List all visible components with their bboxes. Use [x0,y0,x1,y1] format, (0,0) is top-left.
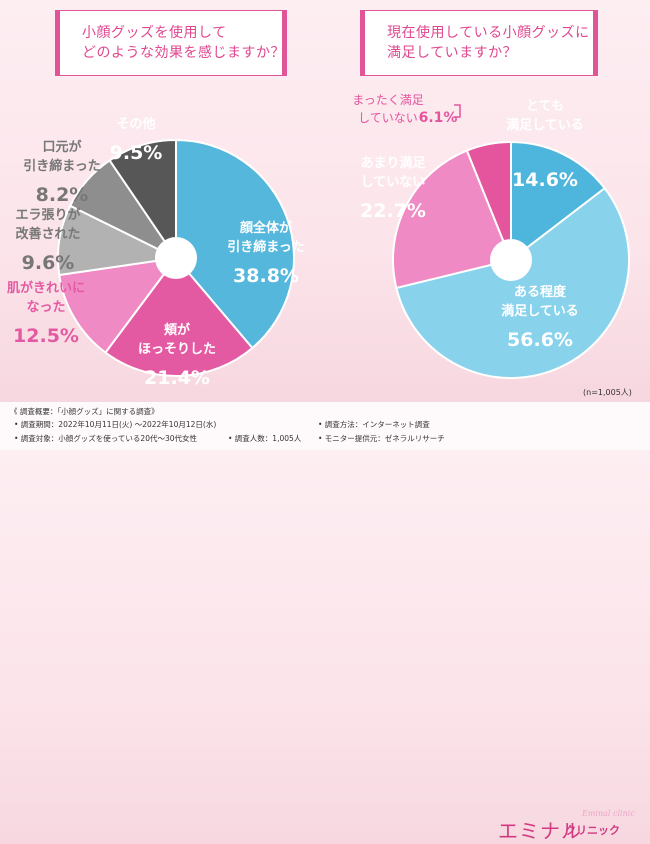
pie2-slice-2 [395,186,630,379]
question-left: 小顔グッズを使用して どのような効果を感じますか？ [55,10,287,76]
pie2-label-3: あまり満足していない [360,155,426,190]
pie2-label-bracket [454,104,461,118]
footer-count: • 調査人数：1,005人 [228,434,302,443]
pie2-label-1: とても満足している [506,99,584,133]
pie1-slice-2 [104,256,254,377]
pie2-label-4: まったく満足していない [352,93,424,125]
survey-footer: 《 調査概要：「小顔グッズ」に関する調査》 • 調査期間：2022年10月11日… [0,402,650,843]
footer-title: 《 調査概要：「小顔グッズ」に関する調査》 [10,407,159,416]
pie1-label-4: エラ張りが改善された [15,207,80,242]
question-right: 現在使用している小顔グッズに 満足していますか？ [360,10,598,76]
pie1-value-4: 9.6% [22,252,75,274]
pie1-label-1: 顔全体が引き締まった [227,220,304,255]
pie2-slice-3 [392,149,513,290]
pie1-value-6: 9.5% [110,142,163,164]
pie2-value-4: 6.1% [419,110,458,126]
pie1-label-5: 口元が引き締まった [23,139,100,174]
pie2-value-3: 22.7% [360,200,426,222]
pie1-value-3: 12.5% [13,325,79,347]
pie2-label-2: ある程度満足している [501,284,579,319]
pie1-slice-3 [58,256,179,354]
pie2-center-hole [490,239,532,281]
pie1-value-1: 38.8% [233,265,299,287]
brand-script-logo: Eminal clinic [582,809,635,818]
question-right-line1: 現在使用している小顔グッズに [387,25,590,41]
pie1-center-hole [155,237,197,279]
question-left-line2: どのような効果を感じますか？ [82,45,285,61]
pie1-slice-6 [108,138,177,262]
footer-method: • 調査方法：インターネット調査 [318,420,430,429]
footer-target: • 調査対象：小顔グッズを使っている20代〜30代女性 [14,434,198,443]
footer-period: • 調査期間：2022年10月11日(火) 〜2022年10月12日(水) [14,420,217,429]
pie2-slice-1 [510,140,607,263]
pie2-slice-4 [465,140,512,261]
pie1-slice-1 [175,138,295,350]
pie1-label-2: 頬がほっそりした [138,322,216,357]
pie1-value-2: 21.4% [144,367,210,389]
pie-charts: 顔全体が引き締まった 38.8% 頬がほっそりした 21.4% 肌がきれいになった 12.… [6,93,630,389]
pie2-value-2: 56.6% [507,329,573,351]
pie2-value-1: 14.6% [512,169,578,191]
question-right-line2: 満足していますか？ [387,45,518,61]
pie1-label-3: 肌がきれいになった [7,280,85,315]
pie1-value-5: 8.2% [36,184,89,206]
sample-size: (n=1,005人) [583,388,632,397]
pie1-label-6: その他 [116,116,155,132]
brand-logo-sub: クリニック [565,824,620,837]
footer-provider: • モニター提供元：ゼネラルリサーチ [318,434,445,443]
question-left-line1: 小顔グッズを使用して [82,25,227,41]
